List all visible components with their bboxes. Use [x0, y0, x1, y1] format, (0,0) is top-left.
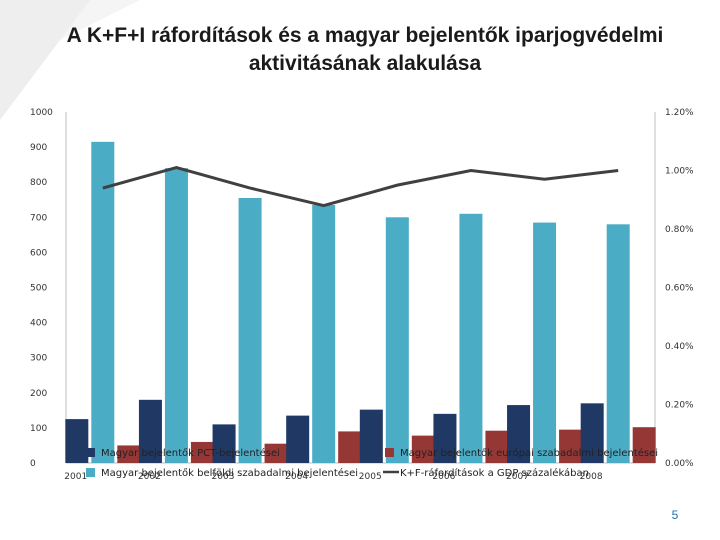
bar-2 [459, 213, 483, 463]
left-tick-label: 100 [30, 424, 47, 434]
right-tick-label: 0.40% [665, 342, 694, 352]
bar-3 [411, 435, 435, 463]
bar-2 [312, 205, 336, 463]
bar-2 [238, 197, 262, 463]
left-tick-label: 200 [30, 389, 47, 399]
legend-swatch [86, 468, 95, 477]
x-tick-label: 2006 [432, 472, 455, 482]
bar-2 [91, 141, 115, 463]
legend-label: Magyar bejelentők belföldi szabadalmi be… [101, 467, 358, 479]
line-series [102, 166, 619, 208]
left-tick-label: 900 [30, 143, 47, 153]
right-tick-label: 0.00% [665, 459, 694, 469]
right-tick-label: 0.20% [665, 401, 694, 411]
x-tick-label: 2008 [580, 472, 603, 482]
right-tick-label: 0.80% [665, 225, 694, 235]
left-tick-label: 500 [30, 284, 47, 294]
left-tick-label: 300 [30, 354, 47, 364]
left-tick-label: 800 [30, 178, 47, 188]
bar-1 [433, 413, 457, 463]
bar-2 [533, 222, 557, 463]
bar-3 [632, 427, 656, 463]
x-tick-label: 2004 [285, 472, 308, 482]
bar-1 [507, 405, 531, 463]
x-tick-label: 2005 [359, 472, 382, 482]
bar-1 [212, 424, 236, 463]
bar-1 [138, 399, 162, 463]
legend-swatch [86, 448, 95, 457]
right-tick-label: 1.00% [665, 167, 694, 177]
bar-2 [385, 217, 409, 463]
left-tick-label: 0 [30, 459, 36, 469]
bar-2 [164, 168, 188, 463]
left-tick-label: 600 [30, 248, 47, 258]
legend-label: Magyar bejelentők PCT-bejelentései [101, 447, 280, 459]
legend-label: Magyar bejelentők európai szabadalmi bej… [400, 447, 658, 459]
bar-1 [359, 409, 383, 463]
right-tick-label: 1.20% [665, 108, 694, 118]
bar-3 [264, 443, 288, 463]
bar-3 [485, 430, 509, 463]
x-tick-label: 2001 [64, 472, 87, 482]
x-tick-label: 2003 [212, 472, 235, 482]
decorative-corner [0, 0, 90, 120]
chart-title: A K+F+I ráfordítások és a magyar bejelen… [66, 24, 664, 75]
bar-1 [65, 419, 89, 463]
page-number: 5 [671, 508, 679, 522]
bar-1 [580, 403, 604, 463]
bar-3 [190, 441, 214, 463]
bar-1 [286, 415, 310, 463]
left-tick-label: 700 [30, 213, 47, 223]
x-tick-label: 2007 [506, 472, 529, 482]
left-tick-label: 1000 [30, 108, 53, 118]
legend-swatch [385, 448, 394, 457]
left-tick-label: 400 [30, 319, 47, 329]
bar-3 [338, 431, 362, 463]
bar-3 [117, 445, 141, 463]
legend-label: K+F-ráfordítások a GDP százalékában [400, 467, 589, 479]
right-tick-label: 0.60% [665, 284, 694, 294]
bar-2 [606, 224, 630, 463]
x-tick-label: 2002 [138, 472, 161, 482]
bar-3 [559, 429, 583, 463]
